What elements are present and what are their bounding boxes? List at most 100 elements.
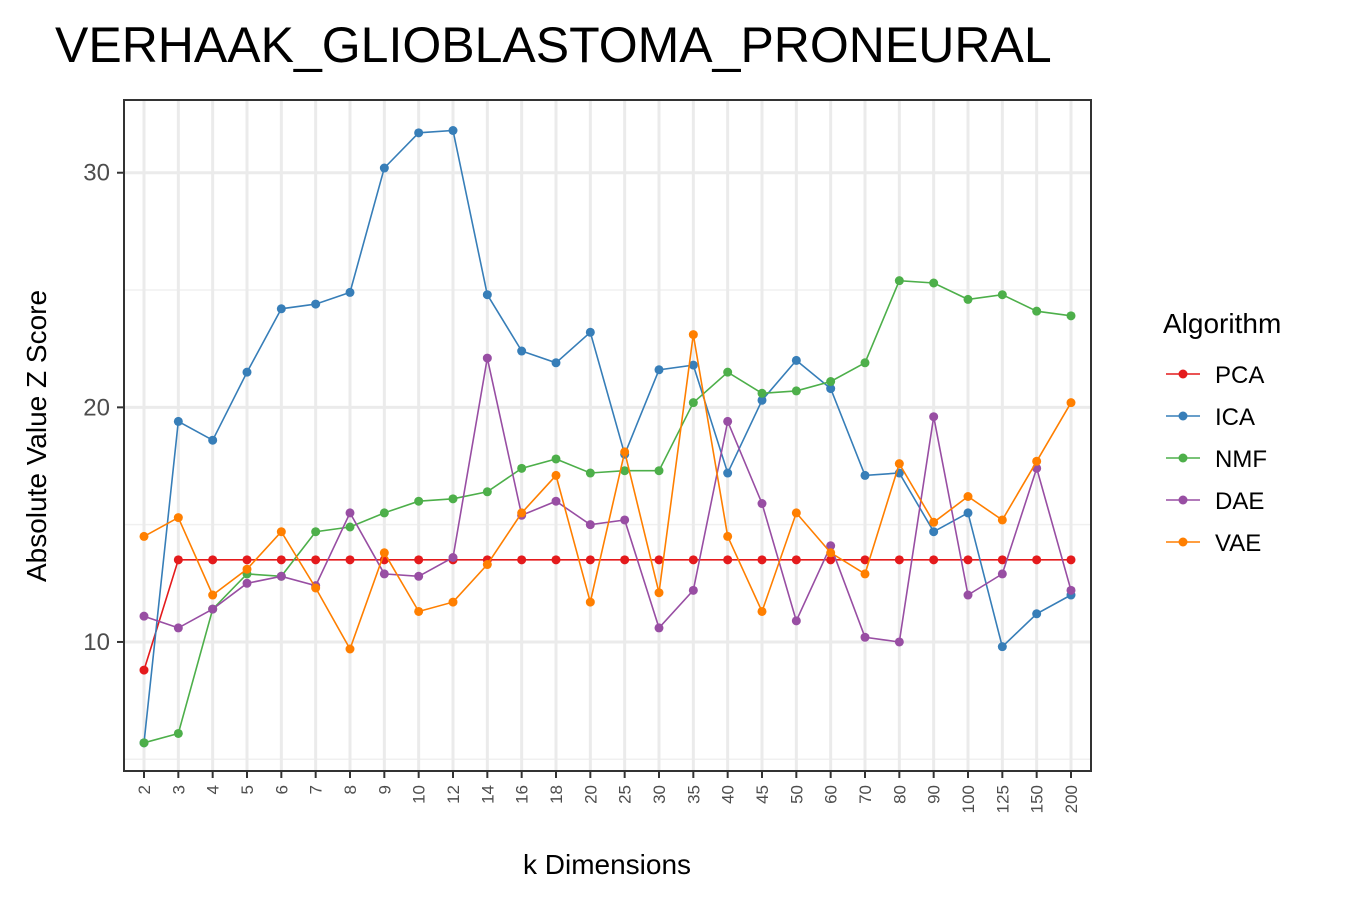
data-point-ica: [173, 416, 183, 426]
legend-label: PCA: [1215, 362, 1264, 389]
data-point-ica: [997, 642, 1007, 652]
x-tick-label: 25: [616, 785, 635, 804]
data-point-ica: [1032, 609, 1042, 619]
x-tick-label: 150: [1028, 785, 1047, 813]
data-point-dae: [654, 623, 664, 633]
data-point-pca: [997, 555, 1007, 565]
data-point-dae: [414, 571, 424, 581]
data-point-dae: [757, 499, 767, 509]
legend-key-point: [1178, 411, 1188, 421]
data-point-dae: [173, 623, 183, 633]
legend-key-point: [1178, 453, 1188, 463]
data-point-dae: [208, 604, 218, 614]
x-tick-label: 8: [341, 785, 360, 794]
data-point-dae: [723, 416, 733, 426]
data-point-nmf: [997, 290, 1007, 300]
data-point-vae: [1066, 398, 1076, 408]
data-point-pca: [791, 555, 801, 565]
x-tick-label: 9: [375, 785, 394, 794]
data-point-ica: [929, 527, 939, 537]
data-point-dae: [826, 541, 836, 551]
data-point-nmf: [551, 454, 561, 464]
data-point-pca: [517, 555, 527, 565]
data-point-dae: [688, 585, 698, 595]
data-point-vae: [860, 569, 870, 579]
legend-title: Algorithm: [1163, 308, 1281, 339]
data-point-pca: [894, 555, 904, 565]
data-point-pca: [723, 555, 733, 565]
series-line-dae: [143, 357, 1072, 643]
x-tick-label: 100: [959, 785, 978, 813]
data-point-nmf: [585, 468, 595, 478]
series-vae: [139, 330, 1076, 654]
data-point-vae: [208, 590, 218, 600]
data-point-ica: [517, 346, 527, 356]
series-line-vae: [143, 334, 1072, 651]
data-point-vae: [345, 644, 355, 654]
y-tick-label: 20: [83, 394, 110, 421]
x-tick-label: 16: [513, 785, 532, 804]
x-tick-label: 125: [993, 785, 1012, 813]
y-tick-label: 10: [83, 629, 110, 656]
legend-key-point: [1178, 369, 1188, 379]
data-point-nmf: [311, 527, 321, 537]
legend-key-point: [1178, 537, 1188, 547]
x-axis-title: k Dimensions: [523, 849, 691, 880]
x-tick-label: 10: [410, 785, 429, 804]
data-point-vae: [929, 517, 939, 527]
chart-title: VERHAAK_GLIOBLASTOMA_PRONEURAL: [55, 17, 1052, 73]
x-tick-label: 80: [890, 785, 909, 804]
x-tick-label: 40: [719, 785, 738, 804]
series-line-nmf: [143, 279, 1072, 744]
legend-label: VAE: [1215, 530, 1261, 557]
data-point-pca: [1066, 555, 1076, 565]
data-point-dae: [963, 590, 973, 600]
legend-item-nmf: NMF: [1166, 446, 1267, 473]
data-point-vae: [688, 330, 698, 340]
data-point-pca: [276, 555, 286, 565]
data-point-pca: [826, 555, 836, 565]
data-point-nmf: [791, 386, 801, 396]
data-point-dae: [929, 412, 939, 422]
data-point-ica: [757, 395, 767, 405]
data-point-ica: [379, 163, 389, 173]
data-point-ica: [963, 508, 973, 518]
data-point-pca: [551, 555, 561, 565]
data-point-nmf: [688, 398, 698, 408]
x-axis: 2 3 4 5 6 7 8 9 10 12 14 16 18 20 25 30 35 40 45 50 60 70 80 90…: [135, 771, 1081, 813]
legend-label: NMF: [1215, 446, 1267, 473]
x-tick-label: 70: [856, 785, 875, 804]
grid: [124, 100, 1091, 771]
legend-label: ICA: [1215, 404, 1255, 431]
data-point-ica: [585, 327, 595, 337]
data-point-nmf: [929, 278, 939, 288]
data-point-nmf: [414, 496, 424, 506]
y-axis-title: Absolute Value Z Score: [21, 290, 52, 582]
data-point-vae: [826, 548, 836, 558]
data-point-ica: [791, 355, 801, 365]
data-point-vae: [585, 597, 595, 607]
data-point-vae: [1032, 456, 1042, 466]
x-tick-label: 90: [925, 785, 944, 804]
legend-item-pca: PCA: [1166, 362, 1264, 389]
y-tick-label: 30: [83, 160, 110, 187]
x-tick-label: 3: [169, 785, 188, 794]
legend: Algorithm PCA ICA NMF DAE VAE: [1163, 308, 1281, 557]
data-point-pca: [1032, 555, 1042, 565]
data-point-nmf: [517, 463, 527, 473]
data-point-vae: [551, 470, 561, 480]
data-point-pca: [173, 555, 183, 565]
data-point-vae: [963, 492, 973, 501]
data-point-dae: [585, 520, 595, 530]
data-point-nmf: [894, 276, 904, 286]
data-point-vae: [620, 447, 630, 457]
data-point-vae: [997, 515, 1007, 525]
data-point-dae: [139, 611, 149, 621]
x-tick-label: 4: [204, 785, 223, 794]
data-point-ica: [654, 365, 664, 375]
data-point-pca: [345, 555, 355, 565]
x-tick-label: 35: [684, 785, 703, 804]
data-point-dae: [791, 616, 801, 626]
data-point-vae: [276, 527, 286, 537]
data-point-nmf: [620, 466, 630, 476]
